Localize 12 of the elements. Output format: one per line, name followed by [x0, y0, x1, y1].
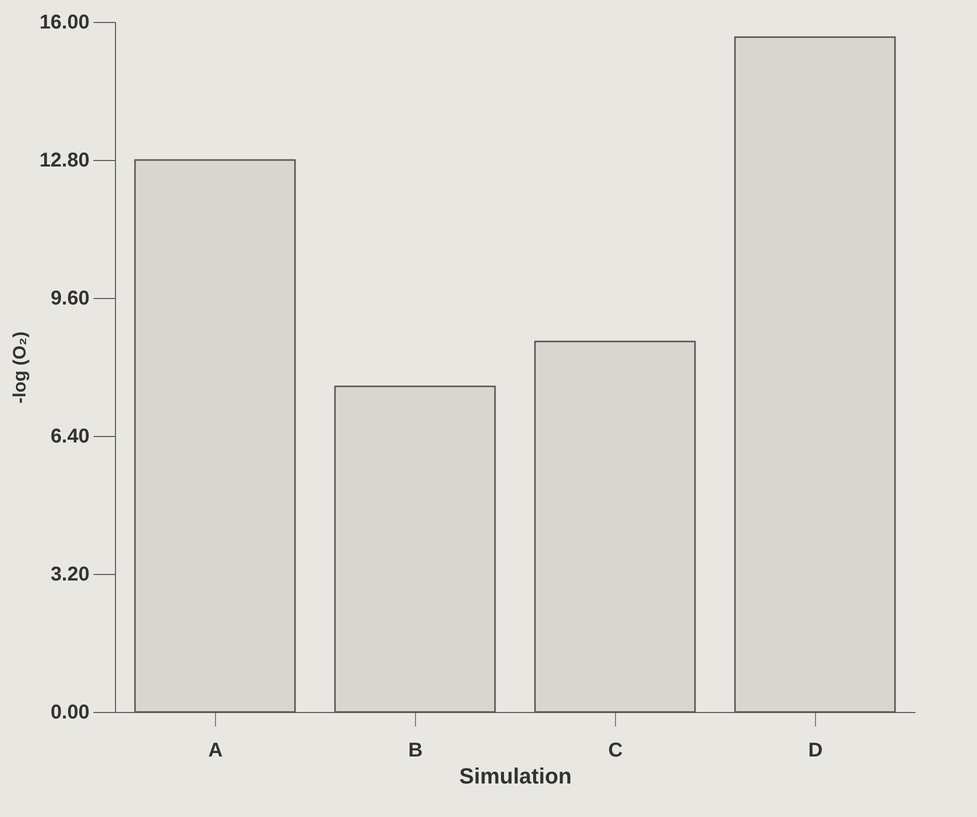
y-tick-label: 16.00 — [39, 12, 90, 34]
x-tick-label: B — [408, 740, 423, 762]
x-tick-label: D — [808, 740, 823, 762]
y-tick-label: 3.20 — [50, 564, 90, 586]
x-tick-label: C — [608, 740, 623, 762]
y-axis-title: -log (O₂) — [9, 332, 30, 404]
y-tick-label: 6.40 — [50, 426, 90, 448]
y-tick-label: 0.00 — [50, 702, 90, 724]
y-tick-label: 9.60 — [50, 288, 90, 310]
x-axis-title: Simulation — [459, 764, 572, 788]
x-tick-label: A — [208, 740, 223, 762]
y-tick-label: 12.80 — [39, 150, 90, 172]
